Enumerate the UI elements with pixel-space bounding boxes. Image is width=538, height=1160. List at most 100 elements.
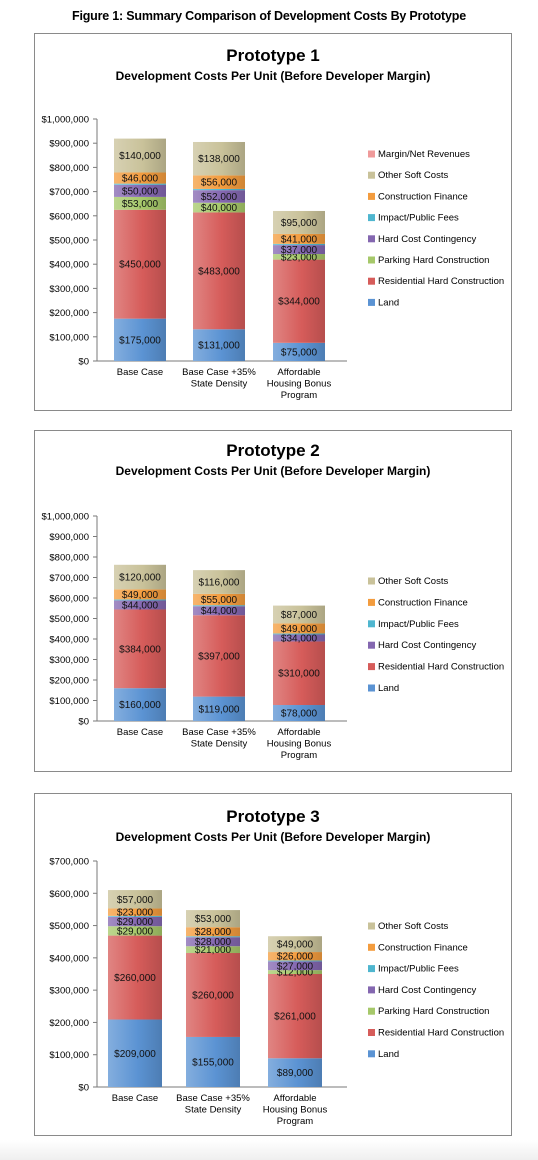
legend-swatch-residential-hard-construction bbox=[368, 663, 375, 671]
data-label-land: $160,000 bbox=[119, 700, 161, 711]
data-label-other-soft-costs: $140,000 bbox=[119, 151, 161, 162]
data-label-residential-hard-construction: $260,000 bbox=[114, 973, 156, 984]
legend-swatch-construction-finance bbox=[368, 192, 375, 200]
y-tick-label: $300,000 bbox=[49, 655, 89, 666]
legend-swatch-parking-hard-construction bbox=[368, 256, 375, 264]
x-category-label: Affordable bbox=[277, 727, 320, 738]
y-tick-label: $400,000 bbox=[49, 635, 89, 646]
bar-segment-impact-public-fees bbox=[114, 183, 166, 185]
bar-segment-parking-hard-construction bbox=[273, 254, 325, 260]
data-label-construction-finance: $28,000 bbox=[195, 927, 232, 938]
chart-title: Prototype 3 bbox=[226, 807, 320, 826]
y-tick-label: $100,000 bbox=[49, 1050, 89, 1061]
bar-segment-land bbox=[273, 342, 325, 361]
y-tick-label: $100,000 bbox=[49, 696, 89, 707]
y-tick-label: $500,000 bbox=[49, 614, 89, 625]
y-tick-label: $200,000 bbox=[49, 676, 89, 687]
y-tick-label: $900,000 bbox=[49, 139, 89, 150]
legend-label-other-soft-costs: Other Soft Costs bbox=[378, 921, 448, 932]
bar-segment-hard-cost-contingency bbox=[108, 916, 162, 927]
x-category-label: Base Case +35% bbox=[182, 367, 256, 378]
data-label-parking-hard-construction: $53,000 bbox=[122, 199, 159, 210]
bar-segment-construction-finance bbox=[193, 593, 245, 606]
data-label-parking-hard-construction: $29,000 bbox=[117, 926, 154, 937]
bar-segment-other-soft-costs bbox=[114, 564, 166, 590]
data-label-hard-cost-contingency: $27,000 bbox=[277, 961, 314, 972]
chart-panel-prototype-3: Prototype 3 Development Costs Per Unit (… bbox=[34, 793, 512, 1136]
x-category-label: Affordable bbox=[273, 1093, 316, 1104]
chart-panel-prototype-1: Prototype 1 Development Costs Per Unit (… bbox=[34, 33, 512, 411]
bar-segment-residential-hard-construction bbox=[268, 974, 322, 1059]
x-category-label: State Density bbox=[191, 739, 248, 750]
bar-segment-impact-public-fees bbox=[108, 915, 162, 917]
bar-segment-construction-finance bbox=[114, 589, 166, 600]
data-label-hard-cost-contingency: $50,000 bbox=[122, 186, 159, 197]
bar-segment-parking-hard-construction bbox=[186, 946, 240, 954]
legend-label-impact-public-fees: Impact/Public Fees bbox=[378, 964, 459, 975]
y-tick-label: $600,000 bbox=[49, 889, 89, 900]
legend-label-construction-finance: Construction Finance bbox=[378, 597, 468, 608]
data-label-parking-hard-construction: $23,000 bbox=[281, 252, 318, 263]
y-tick-label: $200,000 bbox=[49, 308, 89, 319]
legend-label-residential-hard-construction: Residential Hard Construction bbox=[378, 276, 504, 287]
chart-title: Prototype 2 bbox=[226, 441, 320, 460]
data-label-construction-finance: $26,000 bbox=[277, 952, 314, 963]
x-category-label: Base Case bbox=[117, 367, 163, 378]
data-label-residential-hard-construction: $260,000 bbox=[192, 990, 234, 1001]
x-category-label: Program bbox=[281, 750, 318, 761]
legend-label-impact-public-fees: Impact/Public Fees bbox=[378, 619, 459, 630]
data-label-land: $209,000 bbox=[114, 1049, 156, 1060]
bar-segment-other-soft-costs bbox=[193, 570, 245, 594]
data-label-residential-hard-construction: $397,000 bbox=[198, 651, 240, 662]
bar-segment-residential-hard-construction bbox=[273, 259, 325, 343]
legend-label-hard-cost-contingency: Hard Cost Contingency bbox=[378, 985, 476, 996]
bar-segment-construction-finance bbox=[114, 172, 166, 184]
y-tick-label: $300,000 bbox=[49, 986, 89, 997]
bar-segment-parking-hard-construction bbox=[268, 970, 322, 974]
y-tick-label: $300,000 bbox=[49, 284, 89, 295]
chart-subtitle: Development Costs Per Unit (Before Devel… bbox=[115, 69, 431, 83]
data-label-residential-hard-construction: $483,000 bbox=[198, 266, 240, 277]
legend-swatch-hard-cost-contingency bbox=[368, 641, 375, 649]
bar-segment-construction-finance bbox=[108, 908, 162, 916]
x-category-label: State Density bbox=[191, 379, 248, 390]
data-label-parking-hard-construction: $12,000 bbox=[277, 968, 314, 979]
legend-swatch-impact-public-fees bbox=[368, 214, 375, 222]
y-tick-label: $0 bbox=[78, 1083, 89, 1094]
bar-segment-impact-public-fees bbox=[193, 188, 245, 191]
legend-swatch-other-soft-costs bbox=[368, 922, 375, 930]
data-label-land: $155,000 bbox=[192, 1057, 234, 1068]
data-label-other-soft-costs: $138,000 bbox=[198, 154, 240, 165]
y-tick-label: $100,000 bbox=[49, 332, 89, 343]
data-label-hard-cost-contingency: $28,000 bbox=[195, 937, 232, 948]
y-tick-label: $1,000,000 bbox=[41, 115, 89, 126]
legend-label-other-soft-costs: Other Soft Costs bbox=[378, 576, 448, 587]
legend-label-hard-cost-contingency: Hard Cost Contingency bbox=[378, 640, 476, 651]
x-category-label: State Density bbox=[185, 1105, 242, 1116]
legend-label-hard-cost-contingency: Hard Cost Contingency bbox=[378, 234, 476, 245]
data-label-land: $75,000 bbox=[281, 347, 318, 358]
y-tick-label: $900,000 bbox=[49, 532, 89, 543]
y-tick-label: $600,000 bbox=[49, 211, 89, 222]
bar-segment-hard-cost-contingency bbox=[273, 634, 325, 642]
y-tick-label: $0 bbox=[78, 717, 89, 728]
legend-swatch-parking-hard-construction bbox=[368, 1007, 375, 1015]
x-category-label: Housing Bonus bbox=[267, 379, 332, 390]
legend-label-land: Land bbox=[378, 297, 399, 308]
bar-segment-impact-public-fees bbox=[268, 960, 322, 962]
y-tick-label: $600,000 bbox=[49, 594, 89, 605]
data-label-hard-cost-contingency: $52,000 bbox=[201, 192, 238, 203]
y-tick-label: $700,000 bbox=[49, 187, 89, 198]
legend-label-parking-hard-construction: Parking Hard Construction bbox=[378, 1006, 489, 1017]
legend-swatch-impact-public-fees bbox=[368, 965, 375, 973]
y-tick-label: $800,000 bbox=[49, 163, 89, 174]
x-category-label: Program bbox=[281, 390, 318, 401]
legend-label-residential-hard-construction: Residential Hard Construction bbox=[378, 1028, 504, 1039]
data-label-residential-hard-construction: $450,000 bbox=[119, 260, 161, 271]
data-label-construction-finance: $56,000 bbox=[201, 178, 238, 189]
legend-swatch-land bbox=[368, 684, 375, 692]
bar-segment-parking-hard-construction bbox=[108, 926, 162, 936]
legend-swatch-other-soft-costs bbox=[368, 171, 375, 179]
bar-segment-construction-finance bbox=[268, 952, 322, 961]
bar-segment-other-soft-costs bbox=[273, 210, 325, 234]
